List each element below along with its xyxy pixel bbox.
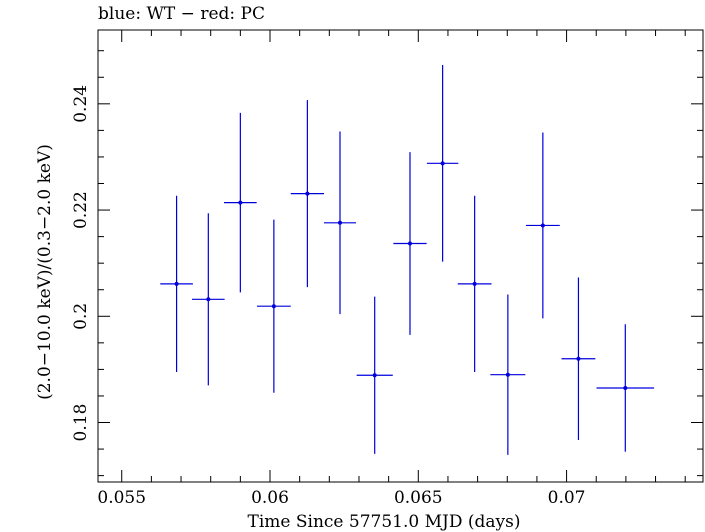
data-point	[525, 132, 560, 319]
point-marker	[623, 385, 628, 390]
data-point	[192, 213, 225, 386]
y-tick-label: 0.18	[71, 404, 91, 442]
data-point	[323, 131, 357, 315]
data-point	[356, 296, 393, 454]
plot-frame	[97, 29, 704, 483]
data-point	[160, 195, 193, 373]
y-tick-label: 0.22	[71, 191, 91, 229]
data-point	[426, 65, 459, 262]
point-marker	[576, 356, 581, 361]
y-tick-label: 0.24	[71, 85, 91, 123]
tick-labels: 0.055 0.06 0.065 0.07 0.18 0.2 0.22 0.24	[71, 85, 586, 508]
data-points	[160, 65, 655, 455]
x-tick-label: 0.055	[97, 488, 146, 508]
axis-ticks	[98, 30, 703, 482]
chart-title: blue: WT − red: PC	[98, 4, 265, 24]
data-point	[490, 294, 526, 455]
x-tick-label: 0.06	[251, 488, 289, 508]
data-point	[224, 112, 257, 293]
point-marker	[271, 304, 276, 309]
point-marker	[472, 281, 477, 286]
y-tick-label: 0.2	[71, 303, 91, 330]
data-point	[596, 324, 655, 452]
point-marker	[174, 281, 179, 286]
point-marker	[372, 373, 377, 378]
point-marker	[440, 161, 445, 166]
x-tick-label: 0.07	[548, 488, 586, 508]
point-marker	[206, 297, 211, 302]
point-marker	[338, 220, 342, 225]
data-point	[457, 195, 492, 373]
x-tick-label: 0.065	[394, 488, 443, 508]
x-axis-label: Time Since 57751.0 MJD (days)	[248, 512, 521, 532]
data-point	[561, 277, 596, 441]
point-marker	[505, 372, 510, 377]
point-marker	[238, 200, 243, 205]
data-point	[393, 152, 427, 335]
point-marker	[540, 223, 545, 228]
y-axis-label: (2.0−10.0 keV)/(0.3−2.0 keV)	[35, 144, 55, 400]
data-point	[256, 219, 291, 393]
data-point	[290, 100, 324, 288]
point-marker	[407, 241, 412, 246]
point-marker	[305, 191, 310, 196]
